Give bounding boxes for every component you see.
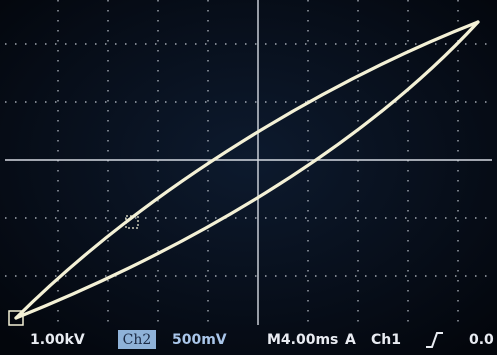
ch2-scale: 500mV <box>172 332 227 348</box>
oscilloscope-screen: 1.00kV Ch2 500mV M4.00ms A Ch1 0.0 <box>0 0 497 355</box>
ch1-scale: 1.00kV <box>30 332 85 348</box>
timebase: M4.00ms <box>267 332 338 348</box>
ch2-label: Ch2 <box>123 332 152 348</box>
trigger-level: 0.0 <box>469 332 494 348</box>
trigger-source: Ch1 <box>371 332 401 348</box>
trigger-mode: A <box>345 332 356 348</box>
screen-background <box>0 0 497 355</box>
page: {"status_bar": {"ch1_scale": "1.00kV", "… <box>0 0 497 355</box>
